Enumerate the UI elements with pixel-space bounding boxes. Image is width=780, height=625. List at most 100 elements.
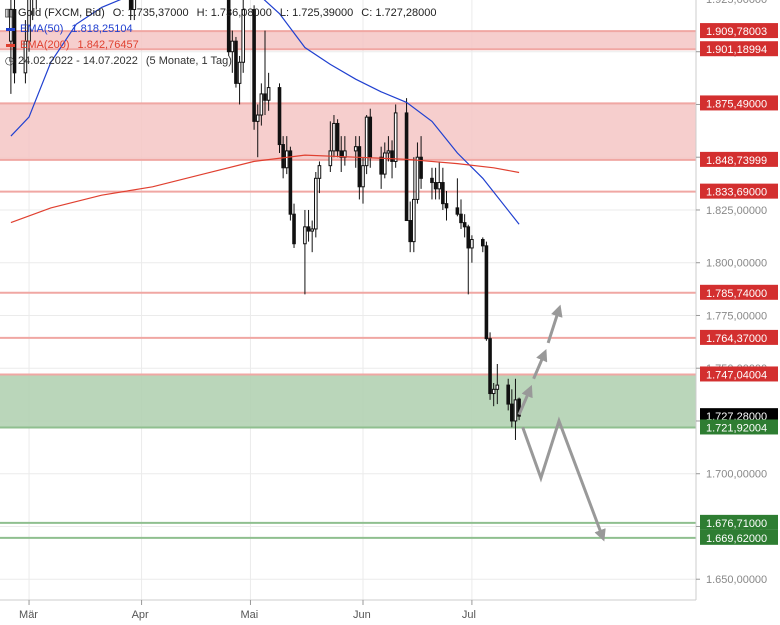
projection-arrows xyxy=(517,304,606,542)
candle-body-up xyxy=(495,384,500,390)
legend-range-dates: 24.02.2022 - 14.07.2022 xyxy=(18,55,138,67)
candle-body-down xyxy=(306,226,311,232)
candle xyxy=(292,203,296,248)
legend-high: H: 1.736,08000 xyxy=(196,7,272,19)
candle-body-down xyxy=(506,384,510,405)
candle xyxy=(379,146,383,189)
candle xyxy=(430,167,434,200)
level-tag-bg xyxy=(700,183,778,199)
level-tag: 1.785,74000 xyxy=(700,284,778,300)
candle-body-down xyxy=(484,245,489,340)
zone-resistance xyxy=(0,103,696,160)
candle xyxy=(339,136,344,172)
candle-body-down xyxy=(234,40,238,84)
candle xyxy=(364,115,369,175)
candle-body-down xyxy=(408,220,412,243)
arrow-down-path xyxy=(521,416,606,542)
legend-ema50-value: 1.818,25104 xyxy=(71,23,133,35)
candle-body-up xyxy=(255,114,260,122)
candle xyxy=(466,224,471,295)
candle xyxy=(234,36,238,88)
candle-body-down xyxy=(288,150,293,215)
candle xyxy=(484,241,489,341)
candle xyxy=(412,157,416,253)
level-tag-bg xyxy=(700,95,778,111)
legend-ema200-row: EMA(200) 1.842,76457 xyxy=(4,37,437,53)
candle-body-down xyxy=(277,87,282,146)
candle-body-down xyxy=(263,93,267,101)
candle xyxy=(357,136,362,200)
level-tag-bg xyxy=(700,41,778,57)
level-tag-text: 1.747,04004 xyxy=(706,369,767,381)
x-tick-label: Jul xyxy=(462,609,476,621)
candle xyxy=(128,0,133,21)
candle-body-up xyxy=(470,239,474,249)
legend-ema50-label: EMA(50) xyxy=(20,23,64,35)
legend-symbol-row: ▥ Gold (FXCM, Bid) O: 1.735,37000 H: 1.7… xyxy=(4,5,436,21)
candle-body-down xyxy=(128,0,133,11)
legend-symbol-name: Gold (FXCM, Bid) xyxy=(18,7,105,19)
candle-body-down xyxy=(379,156,383,175)
x-tick-label: Jun xyxy=(353,609,371,621)
candle xyxy=(288,146,293,221)
candle xyxy=(408,201,412,253)
candle xyxy=(241,0,246,73)
level-tag-bg xyxy=(700,366,778,382)
candle xyxy=(462,214,467,238)
candle-body-down xyxy=(517,398,521,417)
candle-body-up xyxy=(382,152,387,175)
ema50-line xyxy=(10,0,520,225)
candle xyxy=(132,0,137,21)
candle-body-up xyxy=(491,388,496,395)
candle xyxy=(306,209,311,242)
level-tag-bg xyxy=(700,23,778,39)
candle-body-up xyxy=(393,112,398,162)
level-tag-text: 1.848,73999 xyxy=(706,155,767,167)
candle-body-down xyxy=(12,9,17,74)
candle xyxy=(310,220,314,253)
candle xyxy=(455,178,460,217)
ema50-swatch xyxy=(6,27,15,31)
level-tag: 1.747,04004 xyxy=(700,366,778,382)
levels xyxy=(0,30,696,539)
candle xyxy=(335,119,340,158)
candle-body-up xyxy=(266,87,271,101)
candle-body-down xyxy=(510,403,514,422)
candle xyxy=(230,30,235,73)
candle xyxy=(266,72,271,111)
candle-body-up xyxy=(27,0,31,42)
candle-body-down xyxy=(488,338,492,395)
level-tag-bg xyxy=(700,151,778,167)
level-tag: 1.721,92004 xyxy=(700,419,778,435)
candle-body-down xyxy=(357,146,362,188)
candle xyxy=(237,55,242,105)
level-tag-text: 1.764,37000 xyxy=(706,333,767,345)
candle xyxy=(277,83,282,153)
candle-body-up xyxy=(415,156,420,200)
candle xyxy=(32,0,34,21)
candle-body-up xyxy=(230,40,235,53)
candle-body-up xyxy=(332,122,336,152)
candle-body-down xyxy=(281,144,285,169)
legend-open: O: 1.735,37000 xyxy=(112,7,189,19)
level-tag: 1.909,78003 xyxy=(700,23,778,39)
zones xyxy=(0,31,696,428)
candle-body-up xyxy=(353,146,358,152)
level-tag-text: 1.676,71000 xyxy=(706,518,767,530)
legend-range-row: ◷ 24.02.2022 - 14.07.2022 (5 Monate, 1 T… xyxy=(4,53,437,69)
y-axis: 1.650,000001.675,000001.700,000001.725,0… xyxy=(695,0,767,600)
level-tag-text: 1.833,69000 xyxy=(706,187,767,199)
candle xyxy=(361,157,365,204)
candle-body-down xyxy=(252,9,256,122)
level-tag: 1.901,18994 xyxy=(700,41,778,57)
legend-ema200-label: EMA(200) xyxy=(20,39,70,51)
candle xyxy=(27,0,31,52)
candle-body-up xyxy=(310,228,314,232)
candle-body-up xyxy=(241,9,246,63)
y-tick-label: 1.775,00000 xyxy=(706,310,767,322)
candle xyxy=(488,332,492,400)
candle xyxy=(390,140,394,179)
current-price-tag-bg xyxy=(700,408,778,424)
candle xyxy=(495,364,500,405)
